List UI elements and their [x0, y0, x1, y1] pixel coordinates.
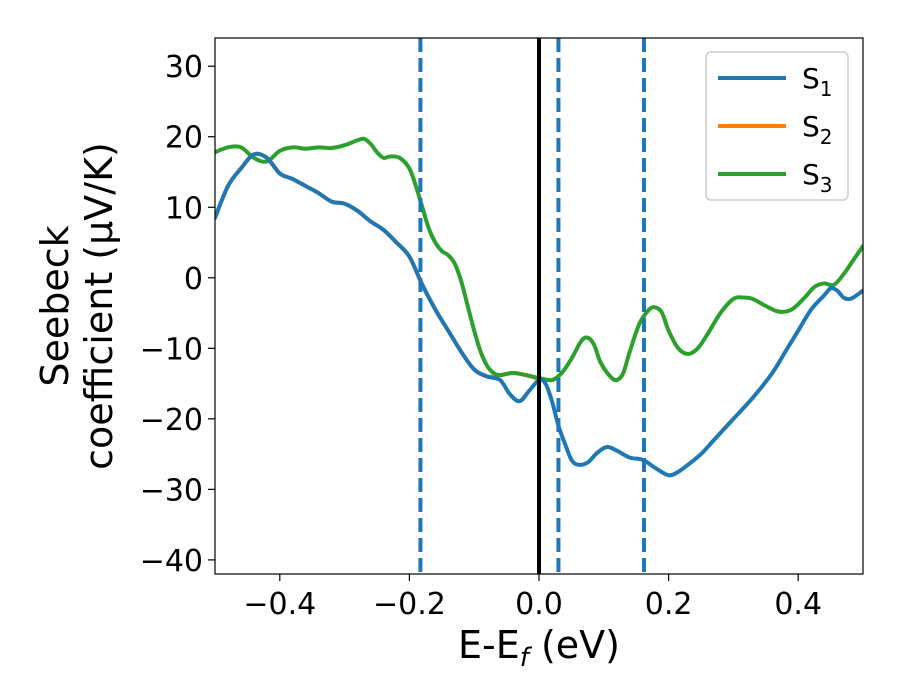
- legend-label: S1: [802, 62, 833, 101]
- plot-lines: [215, 136, 863, 478]
- y-tick-label: 30: [165, 50, 203, 85]
- y-tick-label: −40: [140, 544, 203, 579]
- vertical-lines: [418, 38, 646, 574]
- x-axis: −0.4 −0.2 0.0 0.2 0.4: [243, 574, 822, 622]
- x-tick-label: 0.2: [645, 587, 693, 622]
- y-axis-label: Seebeck coefficient (μV/K): [33, 142, 121, 470]
- y-axis-label-line2: coefficient (μV/K): [77, 142, 121, 470]
- x-tick-label: −0.4: [243, 587, 316, 622]
- y-tick-label: 0: [184, 262, 203, 297]
- legend-label: S3: [802, 158, 833, 197]
- y-tick-label: −10: [140, 332, 203, 367]
- x-axis-label-main: E-E: [458, 623, 520, 667]
- y-tick-label: −20: [140, 403, 203, 438]
- legend-item-s1: S1: [718, 62, 833, 101]
- legend-item-s2: S2: [718, 110, 833, 149]
- y-tick-label: 20: [165, 121, 203, 156]
- legend-item-s3: S3: [718, 158, 833, 197]
- y-tick-label: 10: [165, 191, 203, 226]
- x-tick-label: 0.0: [515, 587, 563, 622]
- x-axis-label: E-Ef (eV): [458, 623, 620, 673]
- legend-label: S2: [802, 110, 833, 149]
- y-tick-label: −30: [140, 473, 203, 508]
- series-line-s2: [215, 151, 561, 383]
- x-tick-label: 0.4: [774, 587, 822, 622]
- series-line-s3: [215, 136, 863, 383]
- x-axis-label-unit: (eV): [529, 623, 620, 667]
- legend: S1 S2 S3: [705, 51, 849, 201]
- series-line-s1: [215, 151, 863, 478]
- y-axis: −40 −30 −20 −10 0 10 20 30: [140, 50, 215, 579]
- x-tick-label: −0.2: [373, 587, 446, 622]
- y-axis-label-line1: Seebeck: [33, 225, 77, 386]
